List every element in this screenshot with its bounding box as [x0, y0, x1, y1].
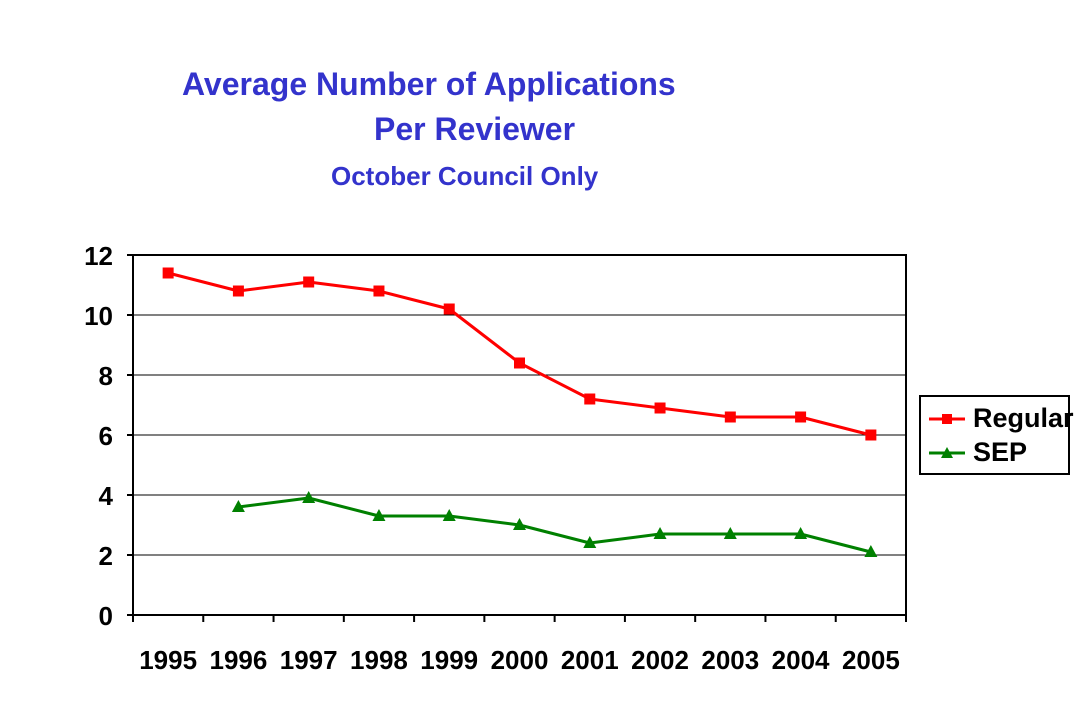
data-point-regular — [162, 267, 174, 279]
data-point-regular — [584, 393, 596, 405]
y-tick-label: 10 — [84, 301, 113, 331]
x-tick-label: 1996 — [209, 645, 267, 675]
data-point-regular — [865, 429, 877, 441]
chart-subtitle: October Council Only — [331, 161, 599, 191]
legend-item-regular: Regular — [927, 403, 1074, 437]
chart-title: Average Number of Applications — [182, 66, 676, 102]
data-point-regular — [654, 402, 666, 414]
series-line-sep — [238, 496, 872, 554]
y-tick-label: 6 — [99, 421, 113, 451]
data-point-sep — [372, 509, 386, 521]
y-tick-label: 8 — [99, 361, 113, 391]
chart-title-line2: Per Reviewer — [374, 111, 576, 147]
data-point-sep — [302, 491, 316, 503]
chart-title-block: Average Number of Applications Per Revie… — [0, 0, 1080, 210]
data-point-regular — [795, 411, 807, 423]
y-tick-label: 2 — [99, 541, 113, 571]
data-point-regular — [443, 303, 455, 315]
legend-item-sep: SEP — [927, 437, 1067, 471]
legend-regular-marker — [929, 414, 965, 424]
x-tick-label: 2002 — [631, 645, 689, 675]
data-point-sep — [653, 527, 667, 539]
x-tick-label: 1995 — [139, 645, 197, 675]
data-point-sep — [583, 536, 597, 548]
data-point-sep — [794, 527, 808, 539]
x-tick-label: 2004 — [772, 645, 830, 675]
data-point-sep — [442, 509, 456, 521]
x-tick-label: 1997 — [280, 645, 338, 675]
data-point-sep — [231, 500, 245, 512]
data-point-sep — [723, 527, 737, 539]
x-tick-label: 2005 — [842, 645, 900, 675]
data-point-regular — [514, 357, 525, 369]
chart-legend: Regular SEP — [919, 395, 1074, 475]
y-tick-label: 0 — [99, 601, 113, 631]
series-line-regular — [167, 271, 872, 437]
legend-label-regular: Regular — [973, 403, 1074, 433]
data-point-regular — [724, 411, 736, 423]
data-point-regular — [373, 285, 385, 297]
data-point-regular — [303, 276, 315, 288]
data-point-sep — [513, 518, 526, 530]
x-tick-label: 2001 — [561, 645, 619, 675]
data-point-sep — [864, 545, 878, 557]
legend-sep-marker — [929, 447, 965, 458]
legend-label-sep: SEP — [973, 437, 1028, 467]
y-tick-label: 4 — [99, 481, 114, 511]
y-tick-label: 12 — [84, 241, 113, 271]
x-tick-label: 1999 — [420, 645, 478, 675]
x-tick-label: 1998 — [350, 645, 408, 675]
x-tick-label: 2000 — [491, 645, 549, 675]
x-tick-label: 2003 — [701, 645, 759, 675]
data-point-regular — [232, 285, 244, 297]
